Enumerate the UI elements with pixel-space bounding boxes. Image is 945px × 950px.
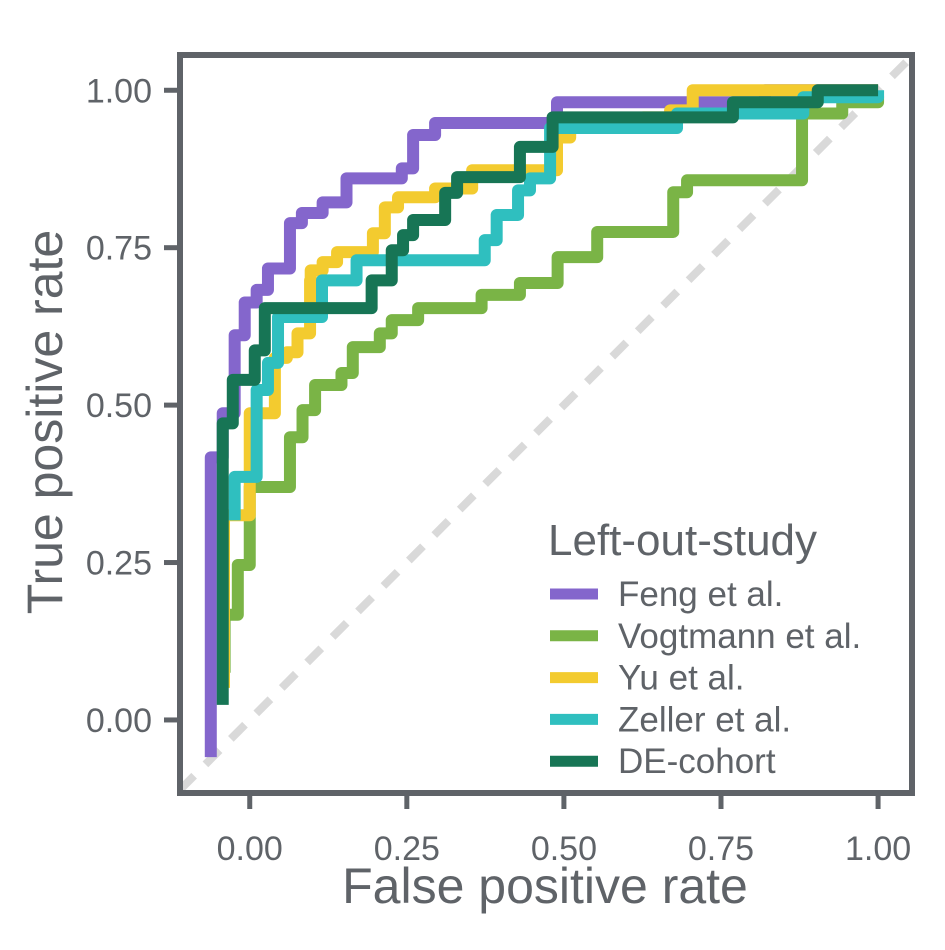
legend-label: Feng et al. <box>618 575 783 614</box>
roc-curve-feng-et-al <box>204 84 879 758</box>
y-tick-label: 0.75 <box>86 230 152 268</box>
x-tick-label: 0.75 <box>688 830 754 868</box>
y-tick-label: 0.50 <box>86 387 152 425</box>
legend-label: Vogtmann et al. <box>618 617 861 656</box>
legend-label: DE-cohort <box>618 742 776 781</box>
legend-title: Left-out-study <box>548 516 817 565</box>
x-axis: 0.00 0.25 0.50 0.75 1.00 <box>217 793 911 868</box>
y-tick-label: 0.00 <box>86 702 152 740</box>
legend: Left-out-study Feng et al.Vogtmann et al… <box>548 516 861 781</box>
y-tick-label: 1.00 <box>86 72 152 110</box>
y-tick-label: 0.25 <box>86 545 152 583</box>
x-tick-label: 0.50 <box>531 830 597 868</box>
x-tick-label: 0.25 <box>374 830 440 868</box>
roc-curve-vogtmann-et-al <box>218 96 885 673</box>
roc-curves <box>204 84 885 758</box>
legend-label: Yu et al. <box>618 659 744 698</box>
reference-line <box>177 53 915 793</box>
panel-border <box>177 52 915 796</box>
legend-label: Zeller et al. <box>618 700 791 739</box>
y-axis: 0.00 0.25 0.50 0.75 1.00 <box>86 72 180 740</box>
reference-diagonal <box>177 53 915 793</box>
x-tick-label: 0.00 <box>217 830 283 868</box>
y-axis-title: True positive rate <box>17 230 73 614</box>
x-tick-label: 1.00 <box>845 830 911 868</box>
roc-curve-de-cohort <box>216 84 879 705</box>
x-axis-title: False positive rate <box>342 858 748 914</box>
